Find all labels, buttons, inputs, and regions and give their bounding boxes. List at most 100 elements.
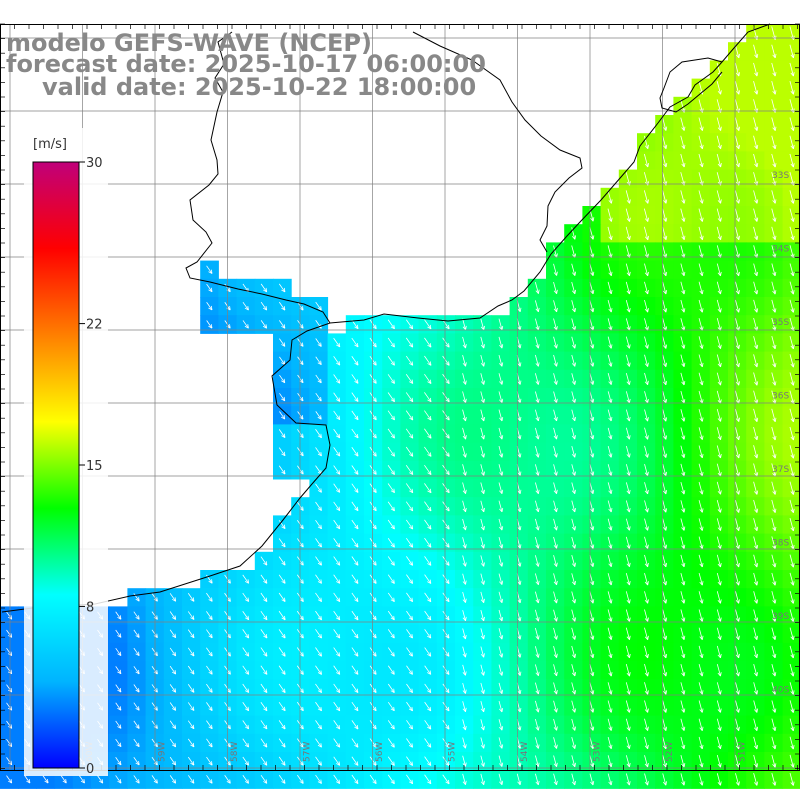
wind-arrow bbox=[789, 663, 795, 677]
wind-arrow bbox=[535, 391, 540, 403]
wind-arrow bbox=[260, 320, 268, 329]
wind-arrow bbox=[169, 775, 177, 784]
wind-arrow bbox=[442, 665, 450, 675]
wind-arrow bbox=[607, 336, 613, 349]
wind-arrow bbox=[424, 483, 432, 494]
wind-arrow bbox=[553, 664, 558, 677]
wind-arrow bbox=[571, 354, 576, 367]
wind-arrow bbox=[789, 44, 795, 59]
colorbar: [m/s] 30 22 15 8 0 bbox=[24, 128, 108, 777]
wind-arrow bbox=[571, 500, 576, 513]
wind-arrow bbox=[771, 336, 777, 350]
wind-arrow bbox=[260, 774, 268, 784]
wind-arrow bbox=[662, 372, 668, 386]
wind-arrow bbox=[644, 354, 649, 367]
wind-arrow bbox=[278, 301, 286, 311]
wind-arrow bbox=[789, 754, 795, 768]
wind-arrow bbox=[753, 682, 759, 695]
wind-arrow bbox=[662, 627, 668, 640]
wind-arrow bbox=[387, 774, 395, 785]
wind-arrow bbox=[735, 718, 740, 731]
wind-arrow bbox=[424, 337, 432, 348]
wind-arrow bbox=[698, 591, 704, 604]
wind-arrow bbox=[644, 554, 649, 568]
wind-arrow bbox=[534, 627, 540, 640]
wind-arrow bbox=[442, 774, 450, 785]
wind-arrow bbox=[625, 663, 631, 677]
wind-arrow bbox=[462, 373, 467, 385]
wind-arrow bbox=[424, 610, 432, 621]
wind-arrow bbox=[571, 263, 577, 276]
wind-arrow bbox=[625, 464, 631, 476]
wind-arrow bbox=[406, 556, 414, 566]
wind-arrow bbox=[662, 463, 668, 477]
wind-arrow bbox=[480, 628, 485, 640]
wind-arrow bbox=[571, 645, 577, 659]
wind-arrow bbox=[242, 665, 250, 675]
wind-arrow bbox=[716, 682, 722, 695]
wind-arrow bbox=[387, 756, 395, 766]
wind-arrow bbox=[260, 738, 268, 748]
wind-arrow bbox=[553, 300, 558, 313]
wind-arrow bbox=[535, 773, 540, 786]
wind-arrow bbox=[553, 500, 558, 513]
wind-arrow bbox=[278, 429, 286, 438]
wind-arrow bbox=[187, 647, 195, 657]
wind-arrow bbox=[535, 718, 540, 731]
latitude-label: 39S bbox=[772, 612, 789, 622]
wind-arrow bbox=[387, 574, 395, 584]
wind-arrow bbox=[534, 373, 540, 385]
wind-arrow bbox=[625, 372, 631, 385]
wind-arrow bbox=[535, 700, 540, 713]
wind-arrow bbox=[698, 153, 704, 168]
wind-arrow bbox=[753, 153, 759, 168]
wind-arrow bbox=[387, 629, 395, 639]
wind-arrow bbox=[735, 481, 740, 495]
wind-arrow bbox=[716, 518, 722, 531]
wind-arrow bbox=[498, 628, 504, 640]
wind-arrow bbox=[369, 647, 377, 657]
longitude-label: 59W bbox=[158, 742, 168, 762]
wind-arrow bbox=[206, 320, 213, 329]
wind-arrow bbox=[315, 738, 322, 748]
wind-arrow bbox=[206, 702, 213, 711]
wind-arrow bbox=[698, 409, 704, 422]
wind-arrow bbox=[607, 736, 613, 750]
wind-arrow bbox=[553, 682, 558, 695]
wind-arrow bbox=[133, 720, 140, 729]
wind-arrow bbox=[734, 117, 741, 131]
wind-arrow bbox=[644, 445, 649, 458]
wind-arrow bbox=[753, 408, 759, 422]
wind-arrow bbox=[534, 336, 540, 349]
wind-arrow bbox=[571, 300, 577, 313]
wind-arrow bbox=[535, 482, 540, 494]
wind-arrow bbox=[242, 301, 249, 311]
wind-arrow bbox=[480, 773, 485, 786]
wind-arrow bbox=[260, 301, 268, 311]
wind-arrow bbox=[680, 135, 686, 150]
wind-arrow bbox=[698, 281, 704, 295]
wind-arrow bbox=[387, 319, 395, 330]
wind-arrow bbox=[369, 701, 377, 712]
wind-arrow bbox=[462, 773, 467, 785]
wind-arrow bbox=[333, 538, 341, 548]
wind-arrow bbox=[680, 536, 686, 549]
wind-arrow bbox=[351, 774, 359, 784]
wind-arrow bbox=[698, 755, 704, 768]
wind-arrow bbox=[571, 281, 577, 295]
wind-arrow bbox=[771, 263, 777, 277]
wind-arrow bbox=[369, 665, 377, 675]
wind-arrow bbox=[680, 518, 686, 531]
wind-arrow bbox=[169, 702, 177, 711]
wind-cell bbox=[782, 570, 800, 589]
wind-arrow bbox=[462, 391, 467, 404]
wind-cell bbox=[782, 315, 800, 334]
wind-arrow bbox=[735, 773, 740, 786]
wind-arrow bbox=[716, 627, 722, 640]
wind-arrow bbox=[387, 428, 395, 439]
wind-arrow bbox=[424, 665, 432, 675]
wind-arrow bbox=[716, 226, 722, 241]
wind-arrow bbox=[789, 263, 795, 277]
wind-arrow bbox=[571, 718, 576, 731]
wind-arrow bbox=[498, 646, 504, 658]
